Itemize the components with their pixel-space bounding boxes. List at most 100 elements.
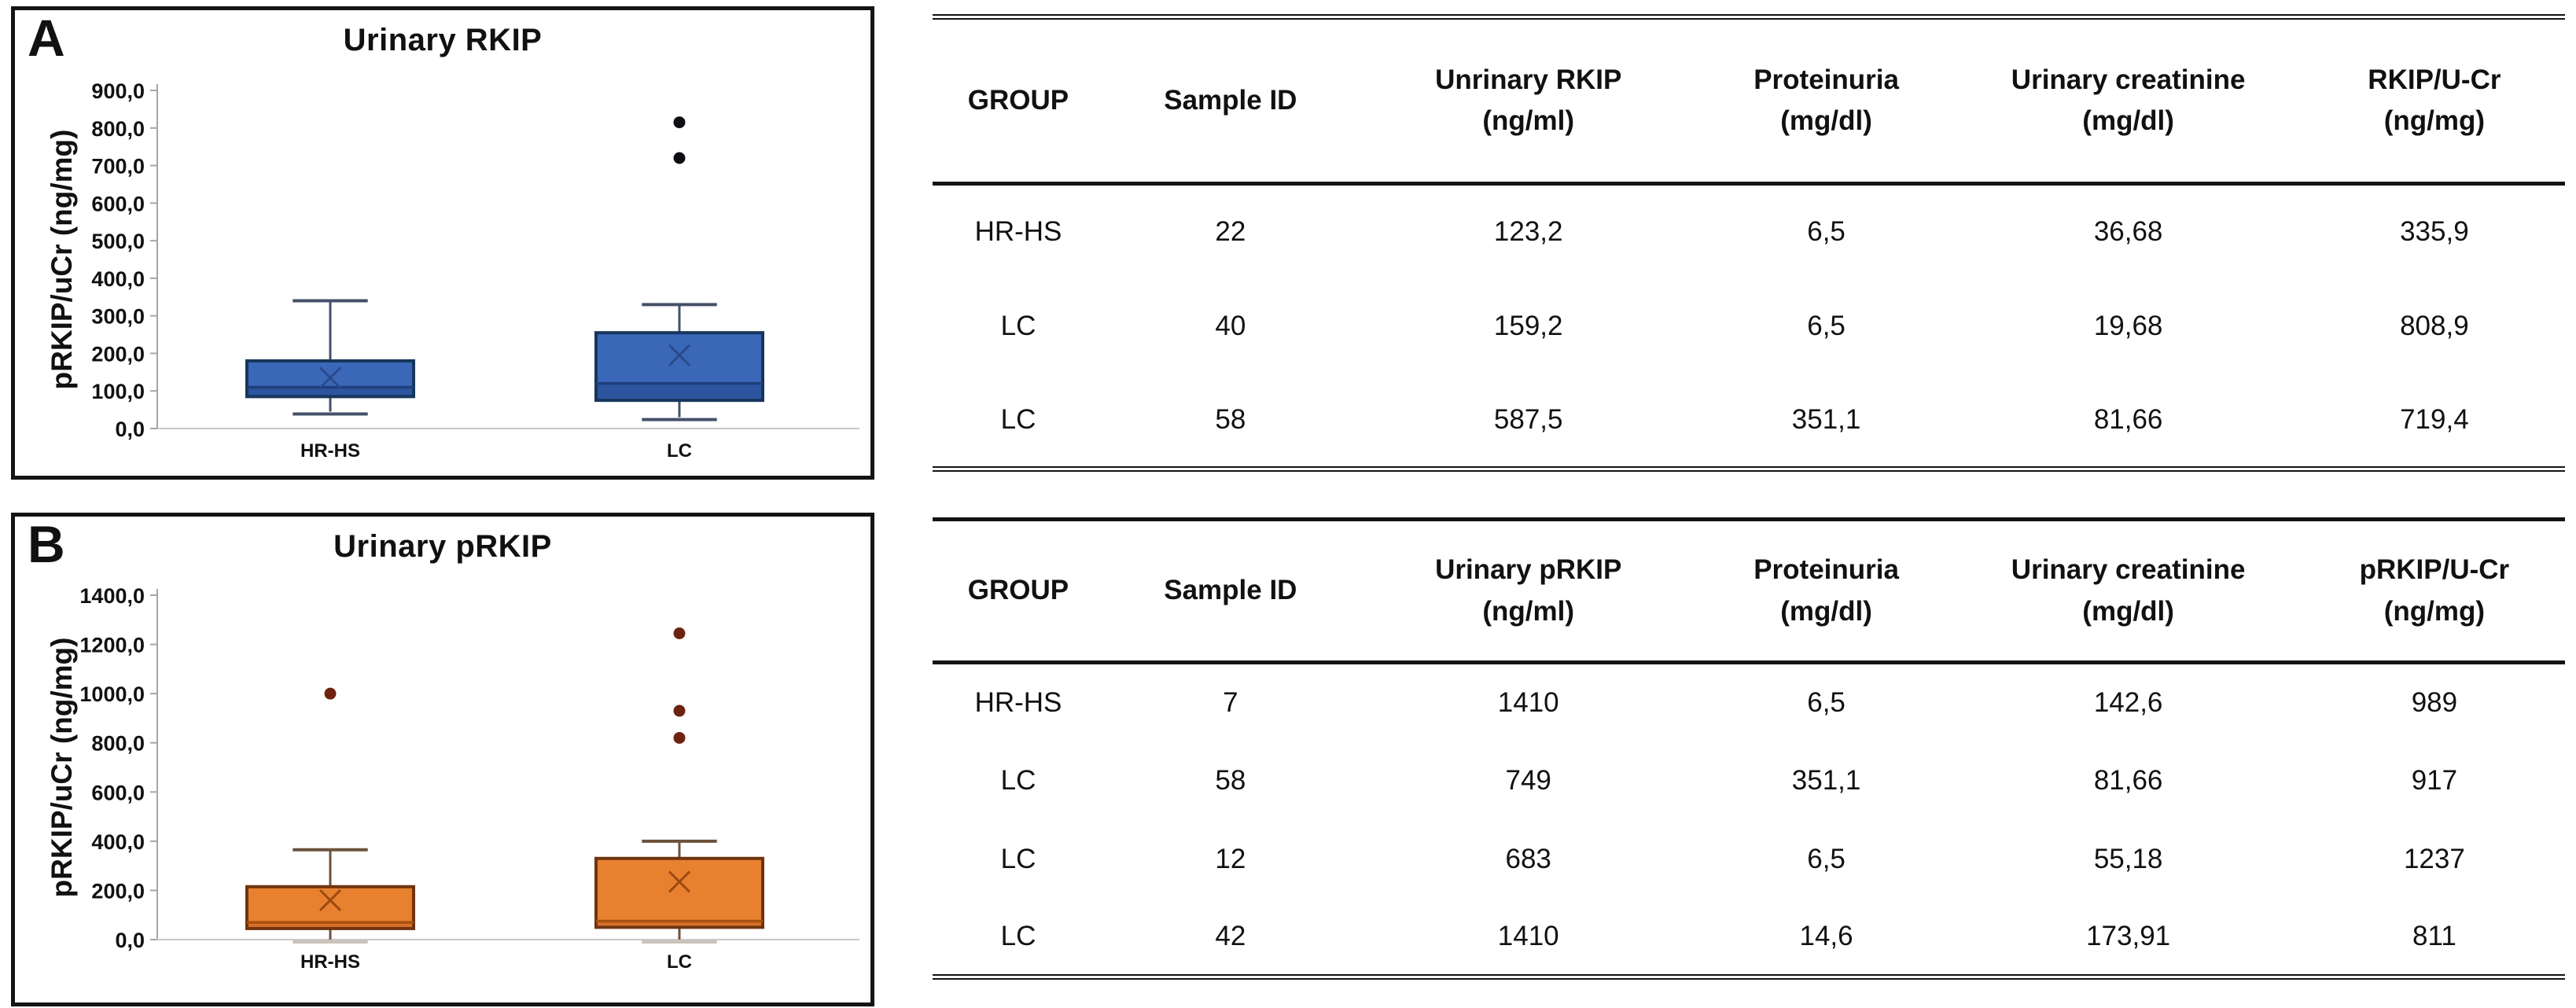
x-category-label: HR-HS bbox=[300, 440, 360, 462]
column-header: Urinary creatinine (mg/dl) bbox=[2011, 554, 2246, 627]
table-cell: 142,6 bbox=[2093, 686, 2163, 718]
x-category-label: HR-HS bbox=[300, 951, 360, 973]
panel-b: B Urinary pRKIP 0,0 200,0 400,0 600,0 800,0 1… bbox=[11, 513, 874, 1006]
box-lower-shade bbox=[247, 922, 414, 929]
outlier-point bbox=[673, 704, 686, 717]
table-cell: 12 bbox=[1215, 843, 1246, 874]
panel-a-boxplot: 0,0 100,0 200,0 300,0 400,0 500,0 600,0 700,0 80… bbox=[46, 79, 859, 462]
table-cell: 683 bbox=[1505, 843, 1551, 874]
table-cell: HR-HS bbox=[974, 216, 1062, 248]
table-cell: 989 bbox=[2411, 686, 2458, 718]
table-cell: 1237 bbox=[2403, 843, 2465, 874]
table-cell: 6,5 bbox=[1807, 686, 1846, 718]
table-cell: LC bbox=[1000, 920, 1036, 951]
table-row: LC 58 749 351,1 81,66 917 bbox=[933, 741, 2565, 820]
table-cell: 55,18 bbox=[2093, 843, 2163, 874]
y-tick-label: 800,0 bbox=[91, 732, 145, 756]
panel-b-boxplot: 0,0 200,0 400,0 600,0 800,0 1000,0 1200,0 1400,… bbox=[46, 584, 859, 973]
table-cell: 42 bbox=[1215, 920, 1246, 951]
table-cell: 351,1 bbox=[1791, 764, 1861, 796]
y-tick-label: 400,0 bbox=[91, 830, 145, 854]
table-cell: 58 bbox=[1215, 404, 1246, 436]
y-tick-label: 400,0 bbox=[91, 267, 145, 291]
y-tick-label: 0,0 bbox=[115, 929, 145, 952]
table-row: HR-HS 7 1410 6,5 142,6 989 bbox=[933, 663, 2565, 741]
y-tick-label: 200,0 bbox=[91, 342, 145, 366]
column-header: Proteinuria (mg/dl) bbox=[1754, 554, 1899, 627]
y-tick-label: 100,0 bbox=[91, 380, 145, 403]
table-cell: 58 bbox=[1215, 764, 1246, 796]
table-row: LC 58 587,5 351,1 81,66 719,4 bbox=[933, 374, 2565, 469]
table-cell: 7 bbox=[1223, 686, 1238, 718]
mean-marker bbox=[318, 366, 342, 389]
y-tick-label: 300,0 bbox=[91, 305, 145, 329]
box-lower-shade bbox=[247, 387, 414, 397]
mean-marker bbox=[668, 344, 691, 366]
box-lower-shade bbox=[596, 921, 763, 928]
column-header: GROUP bbox=[967, 575, 1069, 606]
table-cell: 159,2 bbox=[1493, 311, 1563, 341]
y-tick-label: 600,0 bbox=[91, 192, 145, 215]
table-cell: 1410 bbox=[1497, 686, 1559, 718]
table-cell: 19,68 bbox=[2093, 311, 2163, 341]
table-cell: 808,9 bbox=[2400, 311, 2469, 341]
column-header: Urinary creatinine (mg/dl) bbox=[2011, 64, 2246, 137]
table-cell: 6,5 bbox=[1807, 311, 1846, 341]
table-cell: 351,1 bbox=[1791, 404, 1861, 436]
outlier-point bbox=[673, 116, 686, 129]
table-row: LC 12 683 6,5 55,18 1237 bbox=[933, 820, 2565, 899]
table-cell: LC bbox=[1000, 843, 1036, 874]
panel-a: A Urinary RKIP 0,0 100,0 200,0 300,0 400,0 50… bbox=[11, 6, 874, 480]
panel-a-title: Urinary RKIP bbox=[343, 23, 543, 57]
y-tick-label: 1000,0 bbox=[79, 682, 145, 706]
table-cell: 14,6 bbox=[1799, 920, 1853, 951]
table-row: LC 42 1410 14,6 173,91 811 bbox=[933, 899, 2565, 977]
column-header: RKIP/U-Cr (ng/mg) bbox=[2368, 64, 2501, 137]
table-row: HR-HS 22 123,2 6,5 36,68 335,9 bbox=[933, 184, 2565, 279]
panel-b-title: Urinary pRKIP bbox=[333, 529, 552, 564]
box-lower-shade bbox=[596, 383, 763, 401]
y-tick-label: 600,0 bbox=[91, 781, 145, 804]
table-cell: LC bbox=[1000, 404, 1036, 436]
column-header: pRKIP/U-Cr (ng/mg) bbox=[2359, 554, 2510, 627]
rkip-data-table: GROUP Sample ID Unrinary RKIP (ng/ml) Protei… bbox=[933, 14, 2565, 472]
table-cell: 811 bbox=[2412, 920, 2456, 951]
table-header-row: GROUP Sample ID Unrinary RKIP (ng/ml) Protei… bbox=[933, 17, 2565, 184]
prkip-data-table: GROUP Sample ID Urinary pRKIP (ng/ml) Protei… bbox=[933, 517, 2565, 980]
outlier-point bbox=[324, 687, 337, 700]
table-cell: 6,5 bbox=[1807, 843, 1846, 874]
outlier-point bbox=[673, 731, 686, 744]
table-cell: 587,5 bbox=[1493, 404, 1563, 436]
panel-a-letter: A bbox=[28, 9, 65, 67]
table-cell: LC bbox=[1000, 311, 1036, 341]
y-axis-title: pRKIP/uCr (ng/mg) bbox=[46, 130, 78, 390]
y-axis-title: pRKIP/uCr (ng/mg) bbox=[46, 638, 78, 898]
table-cell: 81,66 bbox=[2093, 764, 2163, 796]
table-cell: 36,68 bbox=[2093, 216, 2163, 248]
table-cell: 335,9 bbox=[2400, 216, 2469, 248]
column-header: GROUP bbox=[967, 84, 1069, 116]
panel-b-letter: B bbox=[28, 515, 65, 573]
y-tick-label: 500,0 bbox=[91, 230, 145, 253]
table-cell: 749 bbox=[1505, 764, 1551, 796]
column-header: Proteinuria (mg/dl) bbox=[1754, 64, 1899, 137]
y-tick-label: 200,0 bbox=[91, 879, 145, 903]
table-cell: 123,2 bbox=[1493, 216, 1563, 248]
box-outline bbox=[594, 331, 764, 403]
box-outline bbox=[245, 359, 415, 399]
mean-marker bbox=[318, 888, 342, 912]
y-tick-label: 700,0 bbox=[91, 155, 145, 178]
outlier-point bbox=[673, 152, 686, 164]
box-outline bbox=[594, 856, 764, 929]
table-cell: 6,5 bbox=[1807, 216, 1846, 248]
x-category-label: LC bbox=[667, 951, 692, 973]
table-cell: 1410 bbox=[1497, 920, 1559, 951]
table-cell: 719,4 bbox=[2400, 404, 2469, 436]
y-tick-label: 1400,0 bbox=[79, 584, 145, 608]
table-header-row: GROUP Sample ID Urinary pRKIP (ng/ml) Protei… bbox=[933, 520, 2565, 663]
outlier-point bbox=[673, 627, 686, 639]
y-tick-label: 800,0 bbox=[91, 117, 145, 141]
column-header: Sample ID bbox=[1164, 84, 1297, 116]
box-outline bbox=[245, 885, 415, 930]
column-header: Urinary pRKIP (ng/ml) bbox=[1435, 554, 1622, 627]
